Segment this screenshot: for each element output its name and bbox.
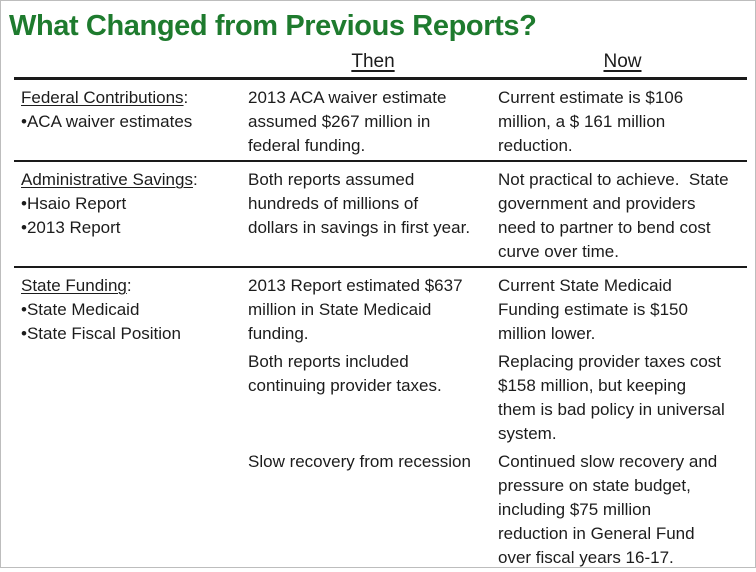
row-heading-text: State Funding [21, 276, 127, 295]
row-heading: Federal Contributions: [21, 86, 240, 110]
then-cell: 2013 ACA waiver estimate assumed $267 mi… [248, 88, 447, 155]
now-cell: Continued slow recovery and pressure on … [498, 452, 718, 567]
row-heading-colon: : [183, 88, 189, 107]
table-row-state-funding: State Funding: •State Medicaid •State Fi… [14, 268, 747, 572]
then-cell: Both reports assumed hundreds of million… [248, 170, 471, 237]
column-header-then-label: Then [351, 51, 395, 72]
now-cell: Not practical to achieve. State governme… [498, 170, 729, 261]
row-heading: Administrative Savings: [21, 168, 240, 192]
row-heading-colon: : [126, 276, 132, 295]
column-header-then: Then [248, 50, 498, 74]
comparison-table: Then Now Federal Contributions: •ACA wai… [14, 50, 747, 572]
row-heading: State Funding: [21, 274, 240, 298]
bullet-item: •State Fiscal Position [21, 324, 181, 343]
table-row-federal-contributions: Federal Contributions: •ACA waiver estim… [14, 80, 747, 160]
row-heading-text: Federal Contributions [21, 88, 184, 107]
bullet-item: •2013 Report [21, 218, 121, 237]
column-header-row: Then Now [14, 50, 747, 77]
then-cell: 2013 Report estimated $637 million in St… [248, 276, 463, 343]
row-divider-2 [14, 266, 747, 268]
column-header-now: Now [498, 50, 747, 74]
column-header-now-label: Now [603, 51, 642, 72]
row-heading-text: Administrative Savings [21, 170, 193, 189]
then-cell: Both reports included continuing provide… [248, 352, 442, 395]
row-label-federal-contributions: Federal Contributions: •ACA waiver estim… [14, 86, 248, 134]
row-heading-colon: : [192, 170, 198, 189]
now-cell: Replacing provider taxes cost $158 milli… [498, 352, 725, 443]
header-rule [14, 77, 747, 80]
now-cell: Current estimate is $106 million, a $ 16… [498, 88, 684, 155]
table-row-administrative-savings: Administrative Savings: •Hsaio Report •2… [14, 162, 747, 266]
bullet-item: •Hsaio Report [21, 194, 127, 213]
row-divider-1 [14, 160, 747, 162]
bullet-item: •ACA waiver estimates [21, 112, 193, 131]
row-label-state-funding: State Funding: •State Medicaid •State Fi… [14, 274, 248, 346]
row-label-administrative-savings: Administrative Savings: •Hsaio Report •2… [14, 168, 248, 240]
then-cell: Slow recovery from recession [248, 452, 471, 471]
bullet-item: •State Medicaid [21, 300, 140, 319]
page-title: What Changed from Previous Reports? [9, 10, 537, 42]
now-cell: Current State Medicaid Funding estimate … [498, 276, 688, 343]
